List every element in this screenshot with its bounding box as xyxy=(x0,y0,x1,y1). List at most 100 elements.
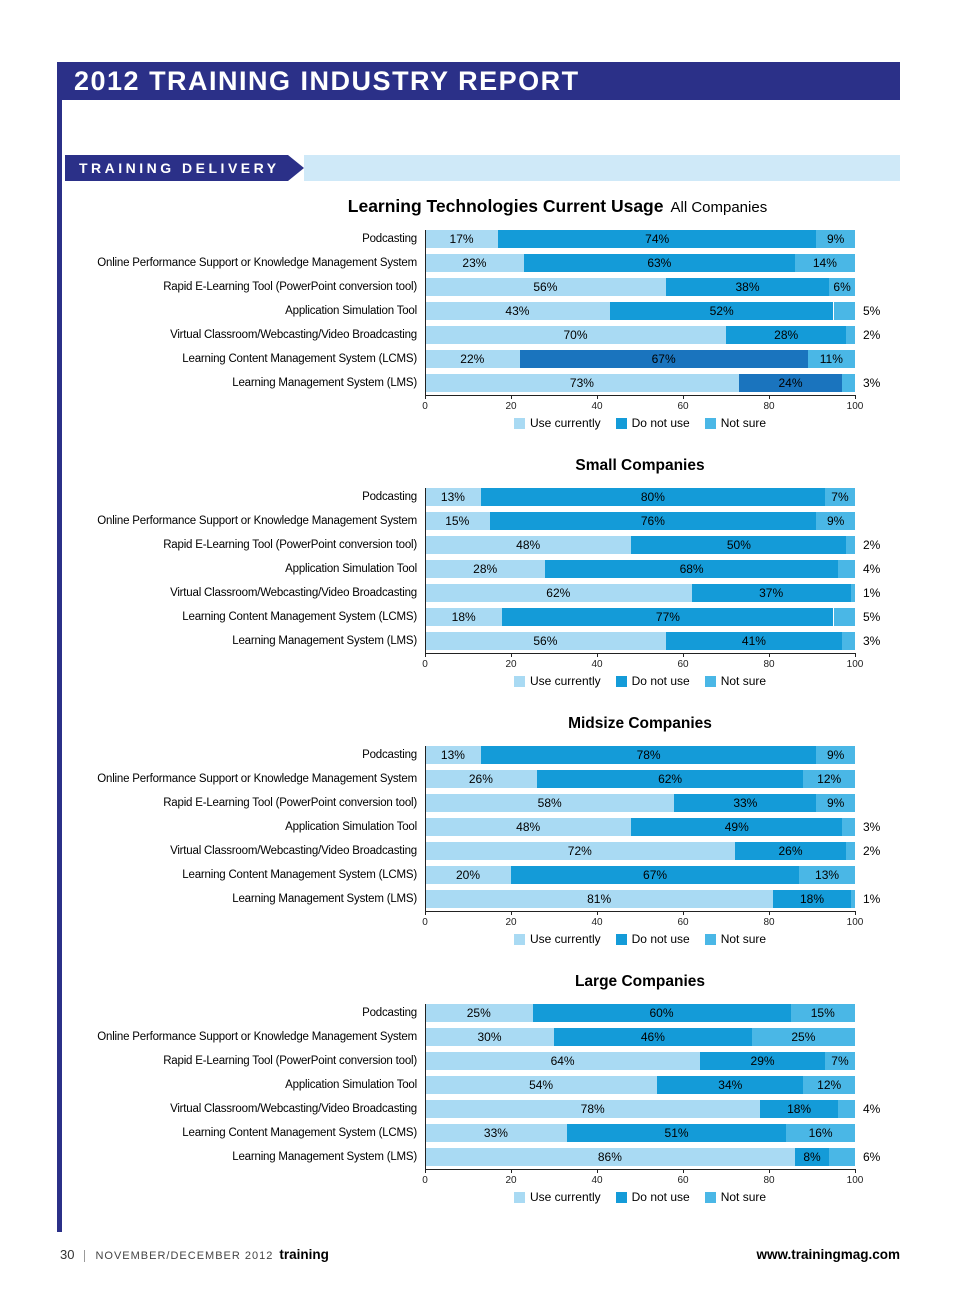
bar-segment-use-currently: 62% xyxy=(425,584,692,602)
bar-segment-not-sure xyxy=(833,302,855,320)
legend-swatch-use-currently xyxy=(513,1191,525,1203)
legend-swatch-not-sure xyxy=(704,417,716,429)
section-band: TRAINING DELIVERY xyxy=(65,155,900,181)
value-label: 62% xyxy=(546,586,571,600)
value-label: 22% xyxy=(460,352,485,366)
bar-segment-do-not-use: 80% xyxy=(480,488,825,506)
chart-row: Rapid E-Learning Tool (PowerPoint conver… xyxy=(60,533,905,557)
bar-track: 56% 38% 6% xyxy=(425,278,855,296)
bar-track: 20% 67% 13% xyxy=(425,866,855,884)
bar-segment-not-sure: 6% xyxy=(829,278,855,296)
bar-segment-not-sure: 9% xyxy=(816,512,855,530)
chart-title-text: Learning Technologies Current Usage xyxy=(347,196,664,216)
bar-segment-not-sure xyxy=(842,818,855,836)
bar-segment-not-sure xyxy=(846,326,855,344)
x-axis: 0 20 40 60 80 100 xyxy=(422,653,863,672)
legend-item: Do not use xyxy=(615,932,690,946)
category-label: Rapid E-Learning Tool (PowerPoint conver… xyxy=(163,1055,417,1067)
category-label: Application Simulation Tool xyxy=(285,1079,417,1091)
axis-tick-mark xyxy=(683,911,684,915)
chart-row: Learning Management System (LMS) 73% 24% 3% xyxy=(60,371,905,395)
category-label: Rapid E-Learning Tool (PowerPoint conver… xyxy=(163,539,417,551)
bar-track: 33% 51% 16% xyxy=(425,1124,855,1142)
stacked-bar-chart: Small Companies Podcasting 13% 80% 7% Online … xyxy=(60,456,905,688)
bar-segment-not-sure: 15% xyxy=(790,1004,855,1022)
value-label: 86% xyxy=(597,1150,622,1164)
chart-title: Large Companies xyxy=(425,972,855,992)
chart-row: Application Simulation Tool 28% 68% 4% xyxy=(60,557,905,581)
axis-tick-label: 0 xyxy=(422,917,428,928)
legend-label: Use currently xyxy=(529,416,601,430)
legend-swatch-not-sure xyxy=(704,1191,716,1203)
bar-segment-not-sure: 9% xyxy=(816,230,855,248)
bar-segment-not-sure: 12% xyxy=(803,770,855,788)
category-label: Rapid E-Learning Tool (PowerPoint conver… xyxy=(163,797,417,809)
axis-tick-label: 20 xyxy=(505,917,517,928)
value-label: 28% xyxy=(774,328,799,342)
section-label: TRAINING DELIVERY xyxy=(65,155,288,181)
bar-track: 17% 74% 9% xyxy=(425,230,855,248)
chart-row: Rapid E-Learning Tool (PowerPoint conver… xyxy=(60,791,905,815)
value-label: 7% xyxy=(831,1054,849,1068)
bar-segment-use-currently: 43% xyxy=(425,302,610,320)
value-label: 9% xyxy=(826,232,845,246)
bar-segment-use-currently: 64% xyxy=(425,1052,701,1070)
bar-segment-do-not-use: 46% xyxy=(554,1028,752,1046)
value-label: 37% xyxy=(759,586,784,600)
value-label: 68% xyxy=(679,562,704,576)
value-label: 74% xyxy=(645,232,670,246)
value-label: 64% xyxy=(550,1054,575,1068)
chart-rows: Podcasting 25% 60% 15% Online Performance Su… xyxy=(60,1001,905,1169)
value-label: 11% xyxy=(819,352,843,366)
bar-track: 62% 37% 1% xyxy=(425,584,880,602)
bar-segment-use-currently: 73% xyxy=(425,374,739,392)
bar-segment-do-not-use: 67% xyxy=(519,350,808,368)
x-axis: 0 20 40 60 80 100 xyxy=(422,395,863,414)
chart-subtitle-text: Large Companies xyxy=(574,973,706,990)
axis-tick-label: 60 xyxy=(677,401,689,412)
bar-segment-not-sure xyxy=(850,584,855,602)
bar-track: 64% 29% 7% xyxy=(425,1052,855,1070)
chart-row: Online Performance Support or Knowledge … xyxy=(60,767,905,791)
chart-row: Online Performance Support or Knowledge … xyxy=(60,251,905,275)
category-label: Application Simulation Tool xyxy=(285,821,417,833)
value-label: 78% xyxy=(636,748,661,762)
legend-swatch-do-not-use xyxy=(615,417,627,429)
category-label: Learning Content Management System (LCMS… xyxy=(182,1127,417,1139)
chart-row: Learning Content Management System (LCMS… xyxy=(60,1121,905,1145)
category-label: Online Performance Support or Knowledge … xyxy=(97,773,417,785)
axis-tick-label: 40 xyxy=(591,659,603,670)
chart-row: Online Performance Support or Knowledge … xyxy=(60,509,905,533)
bar-segment-use-currently: 15% xyxy=(425,512,490,530)
bar-track: 25% 60% 15% xyxy=(425,1004,855,1022)
value-label-outside: 5% xyxy=(863,610,881,624)
axis-tick-mark xyxy=(855,653,856,657)
bar-segment-use-currently: 54% xyxy=(425,1076,658,1094)
value-label: 77% xyxy=(655,610,680,624)
bar-segment-not-sure xyxy=(833,608,855,626)
axis-tick-mark xyxy=(425,395,426,399)
bar-track: 23% 63% 14% xyxy=(425,254,855,272)
axis-tick-mark xyxy=(597,1169,598,1173)
value-label: 8% xyxy=(803,1150,821,1164)
value-label: 34% xyxy=(718,1078,743,1092)
bar-segment-not-sure: 13% xyxy=(799,866,855,884)
bar-segment-do-not-use: 60% xyxy=(532,1004,791,1022)
value-label: 14% xyxy=(812,256,837,270)
value-label: 16% xyxy=(808,1126,833,1140)
chart-row: Virtual Classroom/Webcasting/Video Broad… xyxy=(60,323,905,347)
value-label: 6% xyxy=(833,280,851,294)
chart-legend: Use currently Do not use Not sure xyxy=(425,932,855,946)
bar-segment-do-not-use: 62% xyxy=(536,770,804,788)
value-label: 58% xyxy=(537,796,562,810)
chart-row: Podcasting 17% 74% 9% xyxy=(60,227,905,251)
legend-swatch-use-currently xyxy=(513,675,525,687)
bar-track: 81% 18% 1% xyxy=(425,890,880,908)
legend-label: Not sure xyxy=(720,932,767,946)
bar-track: 30% 46% 25% xyxy=(425,1028,855,1046)
value-label-outside: 6% xyxy=(863,1150,881,1164)
chart-row: Learning Management System (LMS) 81% 18% 1% xyxy=(60,887,905,911)
value-label: 76% xyxy=(640,514,665,528)
category-label: Learning Management System (LMS) xyxy=(232,893,417,905)
bar-segment-do-not-use: 49% xyxy=(631,818,843,836)
